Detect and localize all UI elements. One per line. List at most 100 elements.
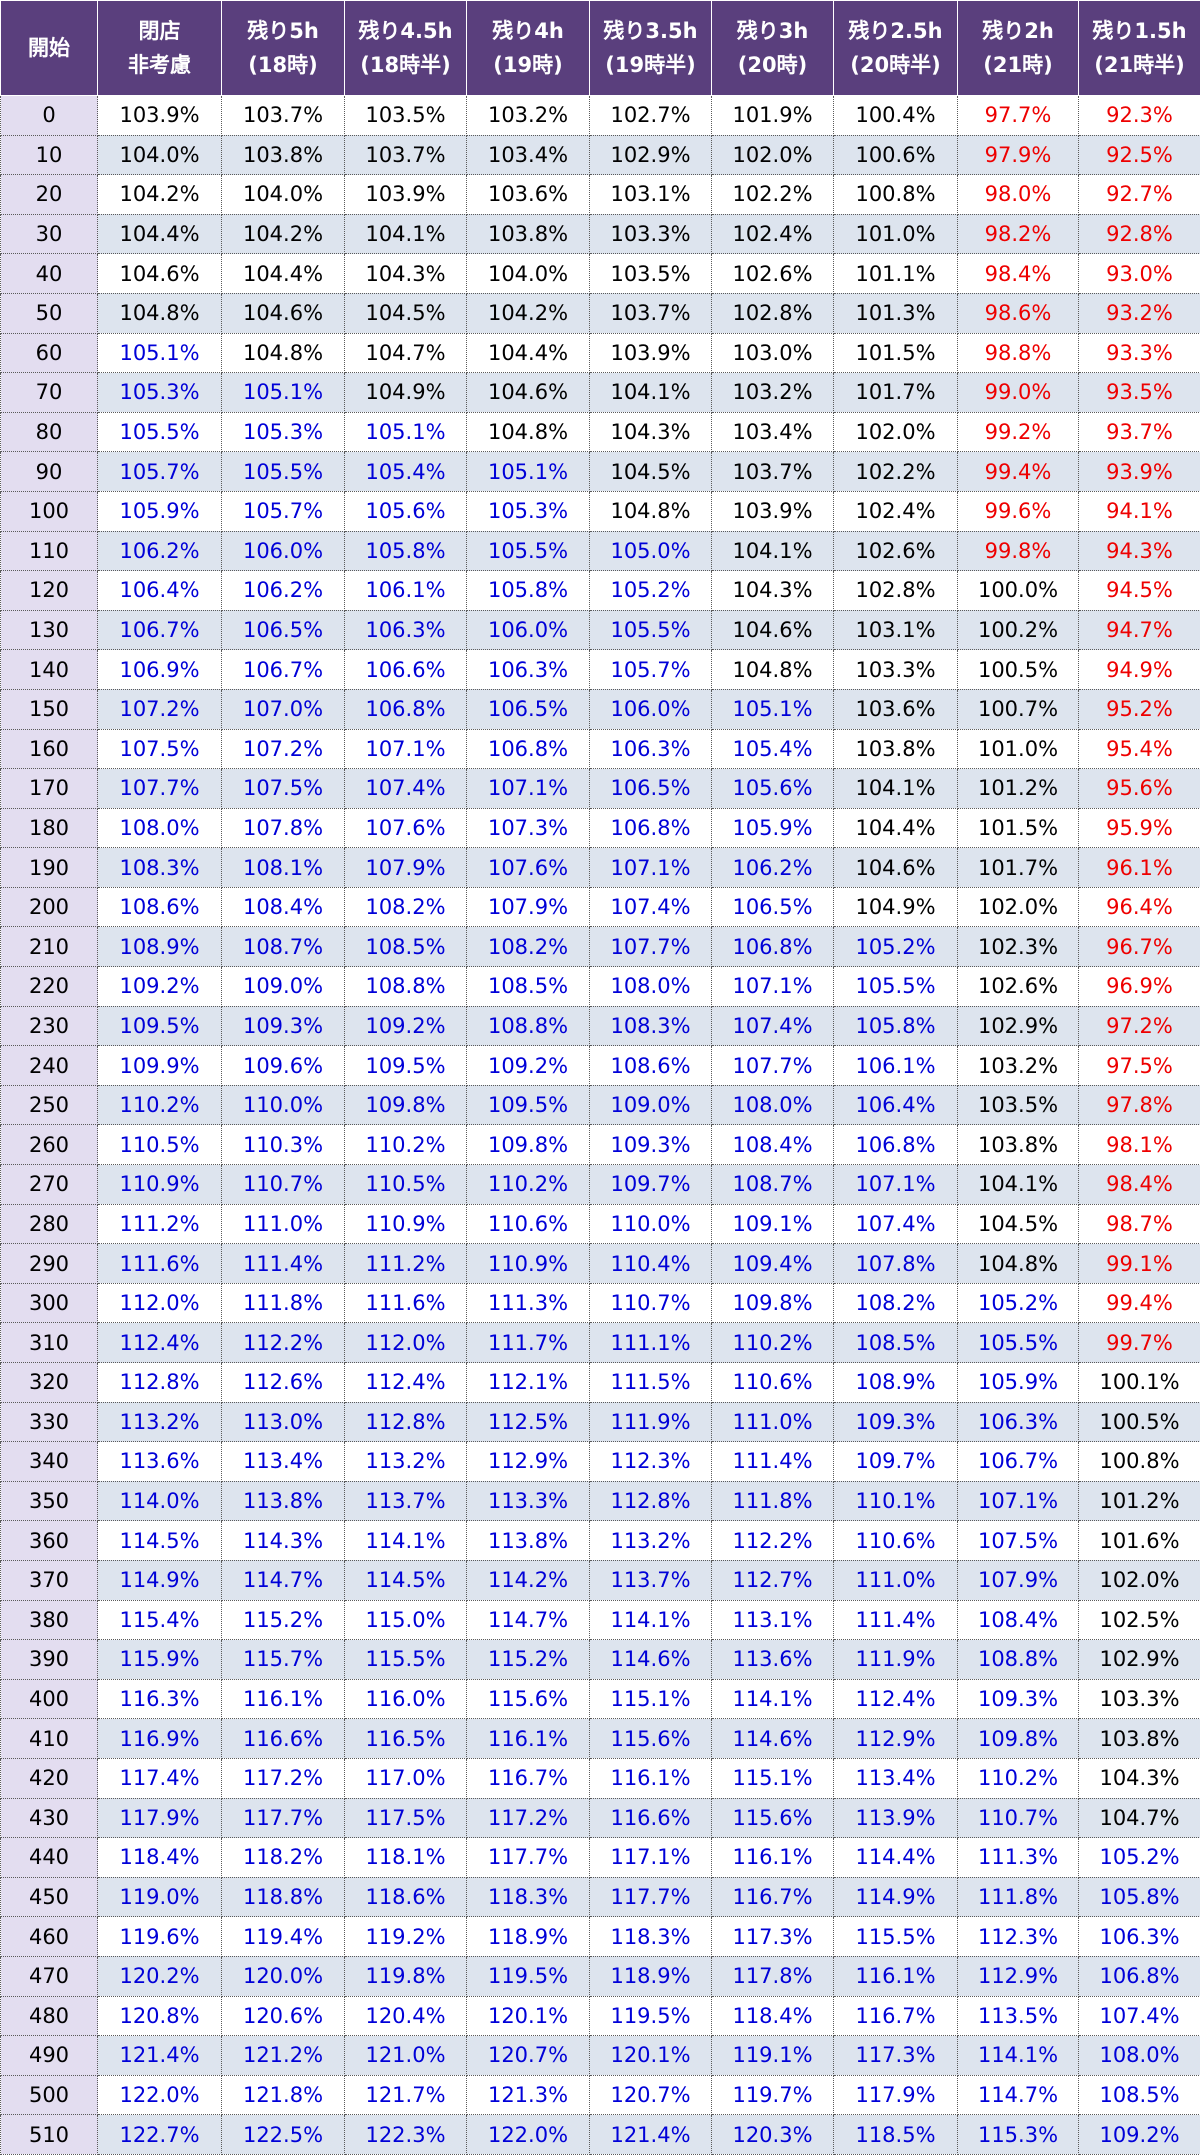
rate-cell: 105.6% xyxy=(712,769,834,809)
rate-cell: 118.9% xyxy=(590,1956,712,1996)
rate-cell: 102.0% xyxy=(1079,1560,1200,1600)
rate-cell: 109.8% xyxy=(467,1125,590,1165)
rate-cell: 97.2% xyxy=(1079,1006,1200,1046)
rate-cell: 105.7% xyxy=(98,452,222,492)
rate-cell: 113.2% xyxy=(98,1402,222,1442)
rate-cell: 99.6% xyxy=(958,491,1079,531)
rate-cell: 104.5% xyxy=(345,293,467,333)
rate-cell: 106.3% xyxy=(467,650,590,690)
rate-cell: 104.4% xyxy=(834,808,958,848)
header-row: 開始 閉店 非考慮 残り5h (18時) 残り4.5h (18時半) 残り4h … xyxy=(1,1,1200,96)
start-count-cell: 480 xyxy=(1,1996,98,2036)
header-cell-remaining-5h: 残り5h (18時) xyxy=(222,1,345,96)
rate-cell: 103.9% xyxy=(98,96,222,136)
rate-cell: 103.2% xyxy=(467,96,590,136)
rate-cell: 98.7% xyxy=(1079,1204,1200,1244)
rate-cell: 105.8% xyxy=(1079,1877,1200,1917)
rate-cell: 112.6% xyxy=(222,1363,345,1403)
rate-cell: 106.4% xyxy=(98,571,222,611)
rate-cell: 112.8% xyxy=(590,1481,712,1521)
rate-cell: 110.0% xyxy=(222,1085,345,1125)
rate-cell: 104.9% xyxy=(834,887,958,927)
rate-cell: 101.0% xyxy=(958,729,1079,769)
rate-cell: 104.1% xyxy=(345,214,467,254)
rate-cell: 99.4% xyxy=(958,452,1079,492)
rate-cell: 99.1% xyxy=(1079,1244,1200,1284)
rate-cell: 97.8% xyxy=(1079,1085,1200,1125)
rate-cell: 116.3% xyxy=(98,1679,222,1719)
rate-cell: 118.4% xyxy=(712,1996,834,2036)
rate-cell: 103.0% xyxy=(712,333,834,373)
rate-cell: 101.7% xyxy=(958,848,1079,888)
rate-cell: 98.2% xyxy=(958,214,1079,254)
rate-cell: 106.2% xyxy=(712,848,834,888)
rate-cell: 112.4% xyxy=(345,1363,467,1403)
rate-cell: 108.8% xyxy=(958,1640,1079,1680)
start-count-cell: 110 xyxy=(1,531,98,571)
rate-cell: 104.6% xyxy=(467,373,590,413)
rate-cell: 119.7% xyxy=(712,2075,834,2115)
rate-cell: 105.1% xyxy=(345,412,467,452)
rate-cell: 100.5% xyxy=(1079,1402,1200,1442)
rate-cell: 103.7% xyxy=(345,135,467,175)
rate-cell: 120.0% xyxy=(222,1956,345,1996)
rate-cell: 114.2% xyxy=(467,1560,590,1600)
rate-cell: 106.0% xyxy=(467,610,590,650)
start-count-cell: 190 xyxy=(1,848,98,888)
rate-cell: 110.6% xyxy=(467,1204,590,1244)
rate-cell: 110.2% xyxy=(345,1125,467,1165)
rate-cell: 103.7% xyxy=(712,452,834,492)
rate-cell: 113.4% xyxy=(834,1758,958,1798)
rate-cell: 109.3% xyxy=(222,1006,345,1046)
rate-cell: 104.6% xyxy=(98,254,222,294)
start-count-cell: 400 xyxy=(1,1679,98,1719)
rate-cell: 104.1% xyxy=(590,373,712,413)
rate-cell: 107.7% xyxy=(98,769,222,809)
header-line-2: (19時) xyxy=(467,48,589,82)
rate-cell: 108.0% xyxy=(590,967,712,1007)
rate-cell: 106.5% xyxy=(712,887,834,927)
start-count-cell: 160 xyxy=(1,729,98,769)
start-count-cell: 120 xyxy=(1,571,98,611)
rate-cell: 104.8% xyxy=(958,1244,1079,1284)
rate-cell: 108.9% xyxy=(834,1363,958,1403)
rate-cell: 105.4% xyxy=(712,729,834,769)
start-count-cell: 250 xyxy=(1,1085,98,1125)
rate-cell: 100.8% xyxy=(834,175,958,215)
rate-cell: 115.1% xyxy=(590,1679,712,1719)
rate-cell: 112.4% xyxy=(834,1679,958,1719)
rate-cell: 119.1% xyxy=(712,2036,834,2076)
rate-cell: 104.1% xyxy=(958,1165,1079,1205)
start-count-cell: 170 xyxy=(1,769,98,809)
start-count-cell: 90 xyxy=(1,452,98,492)
rate-cell: 102.3% xyxy=(958,927,1079,967)
start-count-cell: 80 xyxy=(1,412,98,452)
rate-cell: 121.7% xyxy=(345,2075,467,2115)
rate-cell: 103.2% xyxy=(958,1046,1079,1086)
rate-cell: 103.8% xyxy=(834,729,958,769)
rate-cell: 106.8% xyxy=(1079,1956,1200,1996)
rate-cell: 117.5% xyxy=(345,1798,467,1838)
rate-cell: 111.7% xyxy=(467,1323,590,1363)
rate-cell: 106.3% xyxy=(590,729,712,769)
rate-cell: 119.4% xyxy=(222,1917,345,1957)
rate-cell: 109.3% xyxy=(958,1679,1079,1719)
start-count-cell: 320 xyxy=(1,1363,98,1403)
rate-cell: 109.2% xyxy=(467,1046,590,1086)
rate-cell: 115.4% xyxy=(98,1600,222,1640)
rate-cell: 105.2% xyxy=(958,1283,1079,1323)
rate-cell: 105.7% xyxy=(222,491,345,531)
rate-cell: 109.2% xyxy=(345,1006,467,1046)
rate-cell: 115.0% xyxy=(345,1600,467,1640)
rate-cell: 105.4% xyxy=(345,452,467,492)
rate-cell: 108.3% xyxy=(98,848,222,888)
rate-cell: 107.7% xyxy=(590,927,712,967)
rate-cell: 102.8% xyxy=(834,571,958,611)
rate-cell: 105.5% xyxy=(467,531,590,571)
header-cell-remaining-4-5h: 残り4.5h (18時半) xyxy=(345,1,467,96)
header-line-2: (18時) xyxy=(222,48,344,82)
